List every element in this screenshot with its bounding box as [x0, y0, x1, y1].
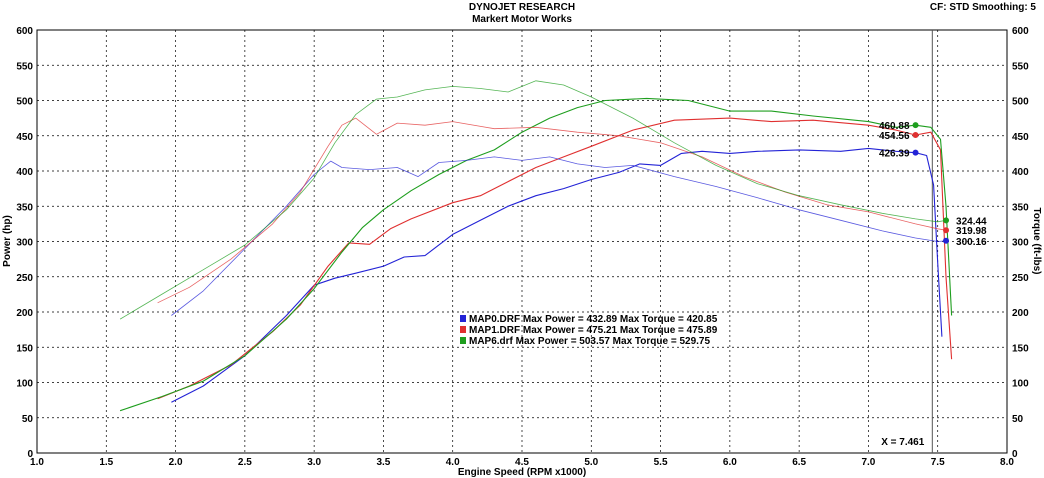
y-tick-labels: 0 50 100 150 200 250 300 350 400 450 500 550 600 [16, 26, 33, 460]
y2-tick-label: 600 [1012, 26, 1029, 37]
x-tick-label: 8.0 [1000, 457, 1014, 468]
x-tick-label: 3.0 [307, 457, 321, 468]
y2-tick-label: 300 [1012, 238, 1029, 249]
chart-title: DYNOJET RESEARCH [468, 2, 576, 13]
x-tick-label: 6.5 [792, 457, 806, 468]
legend-swatch [460, 315, 466, 322]
cursor-readout: X = 7.461 [881, 437, 925, 448]
x-tick-label: 1.0 [30, 457, 44, 468]
y2-tick-label: 250 [1012, 273, 1029, 284]
settings-readout: CF: STD Smoothing: 5 [929, 2, 1036, 13]
y2-tick-label: 450 [1012, 132, 1029, 143]
y-tick-label: 350 [16, 202, 33, 213]
y-tick-label: 300 [16, 238, 33, 249]
x-tick-label: 7.5 [931, 457, 945, 468]
marker-label: 454.56 [879, 131, 910, 142]
marker-label: 300.16 [956, 237, 987, 248]
y2-tick-label: 50 [1012, 414, 1024, 425]
y2-tick-label: 500 [1012, 97, 1029, 108]
legend-entry: MAP0.DRF Max Power = 432.89 Max Torque =… [469, 314, 718, 325]
marker-dot [912, 122, 919, 129]
y2-tick-labels: 0 50 100 150 200 250 300 350 400 450 500 550 600 [1012, 26, 1029, 460]
marker-dot [943, 227, 950, 234]
y-tick-label: 600 [16, 26, 33, 37]
marker-dot [943, 237, 950, 244]
marker-dot [912, 149, 919, 156]
x-tick-label: 2.0 [169, 457, 183, 468]
marker-label: 324.44 [956, 216, 987, 227]
x-tick-label: 5.5 [654, 457, 668, 468]
legend: MAP0.DRF Max Power = 432.89 Max Torque =… [460, 314, 718, 347]
series-line-map0-drf-torque [171, 156, 947, 316]
series-line-map1-drf-torque [157, 117, 947, 304]
y2-tick-label: 100 [1012, 379, 1029, 390]
x-tick-label: 5.0 [584, 457, 598, 468]
marker-label: 426.39 [879, 149, 910, 160]
y2-tick-label: 0 [1012, 449, 1018, 460]
x-tick-label: 6.0 [723, 457, 737, 468]
cursor-group: X = 7.461 [881, 30, 933, 453]
y2-tick-label: 350 [1012, 202, 1029, 213]
marker-dot [943, 217, 950, 224]
y-tick-label: 450 [16, 132, 33, 143]
x-tick-labels: 1.0 1.5 2.0 2.5 3.0 3.5 4.0 4.5 5.0 5.5 6.0 6.5 7.0 7… [30, 457, 1014, 468]
y-tick-label: 150 [16, 343, 33, 354]
x-tick-label: 2.5 [238, 457, 252, 468]
y-tick-label: 500 [16, 97, 33, 108]
series-line-map6-drf-power [119, 97, 953, 412]
legend-swatch [460, 337, 466, 344]
y2-tick-label: 400 [1012, 167, 1029, 178]
marker-label: 319.98 [956, 226, 987, 237]
chart-subtitle: Markert Motor Works [472, 14, 572, 25]
legend-entry: MAP1.DRF Max Power = 475.21 Max Torque =… [469, 325, 718, 336]
legend-swatch [460, 326, 466, 333]
y-tick-label: 400 [16, 167, 33, 178]
y2-axis-label: Torque (ft-lbs) [1031, 207, 1042, 274]
x-tick-label: 7.0 [861, 457, 875, 468]
y-tick-label: 100 [16, 379, 33, 390]
x-tick-label: 3.5 [376, 457, 390, 468]
series-line-map0-drf-power [171, 147, 943, 403]
marker-label: 460.88 [879, 121, 910, 132]
y2-tick-label: 200 [1012, 308, 1029, 319]
series-line-map6-drf-torque [119, 80, 947, 320]
x-tick-label: 4.0 [446, 457, 460, 468]
y-axis-label: Power (hp) [2, 215, 13, 267]
y-tick-label: 250 [16, 273, 33, 284]
y-tick-label: 0 [27, 449, 33, 460]
y2-tick-label: 150 [1012, 343, 1029, 354]
x-tick-label: 1.5 [99, 457, 113, 468]
series-lines [119, 80, 953, 412]
y2-tick-label: 550 [1012, 61, 1029, 72]
y-tick-label: 50 [22, 414, 34, 425]
y-tick-label: 200 [16, 308, 33, 319]
x-tick-label: 4.5 [515, 457, 529, 468]
x-axis-label: Engine Speed (RPM x1000) [458, 467, 586, 478]
series-line-map1-drf-power [157, 117, 953, 400]
marker-dot [912, 132, 919, 139]
legend-entry: MAP6.drf Max Power = 503.57 Max Torque =… [469, 336, 710, 347]
y-tick-label: 550 [16, 61, 33, 72]
